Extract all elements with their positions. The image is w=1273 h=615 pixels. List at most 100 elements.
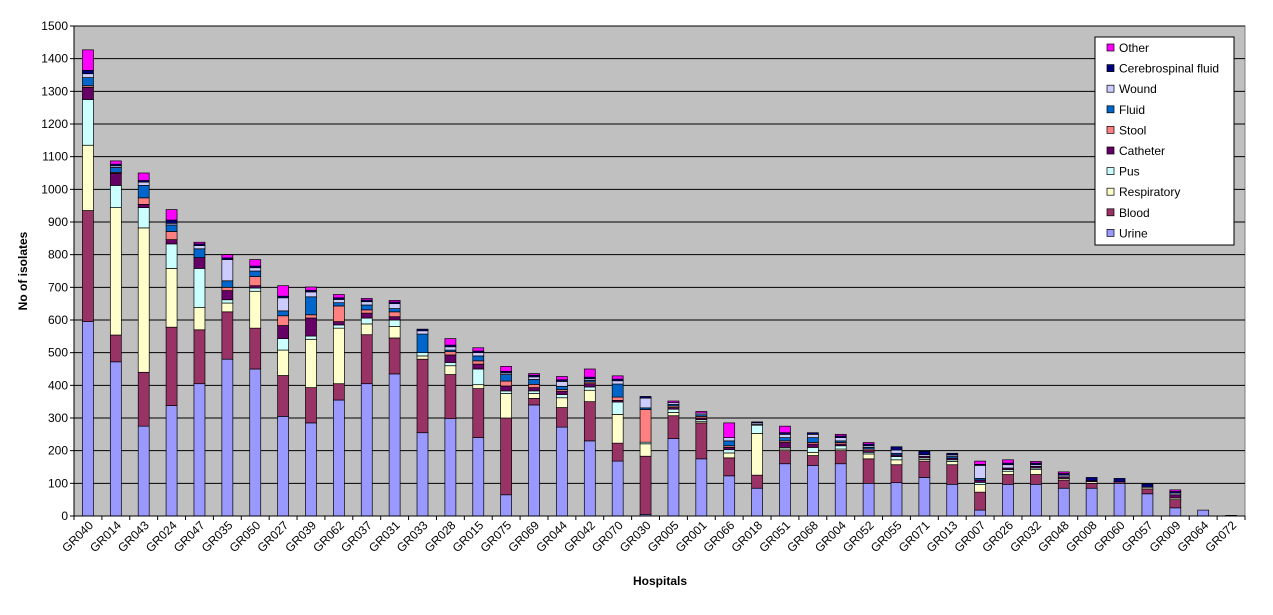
- bar-segment-GR044-blood: [556, 407, 568, 428]
- bar-segment-GR014-fluid: [109, 167, 122, 173]
- bar-segment-GR039-pus: [305, 335, 317, 340]
- bar-segment-GR033-fluid: [416, 333, 429, 354]
- bar-segment-GR042-other: [583, 368, 596, 378]
- bar-segment-GR055-blood: [890, 464, 903, 484]
- bar-segment-GR069-pus: [528, 390, 540, 394]
- bar-stack-GR035: [221, 254, 234, 517]
- bar-segment-GR033-cerebrospinal-fluid: [416, 328, 429, 332]
- bar-segment-GR028-wound: [444, 346, 457, 351]
- bar-stack-GR044: [556, 376, 568, 517]
- bar-segment-GR039-other: [305, 286, 317, 291]
- bar-segment-GR068-urine: [806, 465, 819, 517]
- bar-segment-GR047-other: [193, 241, 206, 245]
- bar-segment-GR075-catheter: [500, 385, 512, 392]
- bar-segment-GR062-other: [333, 294, 345, 299]
- bar-segment-GR024-blood: [165, 326, 178, 406]
- bar-segment-GR027-urine: [277, 416, 289, 517]
- legend-label-wound: Wound: [1119, 82, 1157, 96]
- bar-segment-GR027-fluid: [277, 310, 289, 317]
- bar-segment-GR062-wound: [333, 299, 345, 304]
- bar-segment-GR031-stool: [388, 311, 401, 318]
- bar-stack-GR030: [639, 396, 652, 517]
- bar-segment-GR068-blood: [806, 455, 819, 466]
- y-tick-label-1400: 1400: [41, 52, 68, 66]
- bar-segment-GR062-urine: [333, 399, 345, 517]
- bar-segment-GR069-stool: [528, 384, 540, 388]
- legend-label-cerebrospinal-fluid: Cerebrospinal fluid: [1119, 62, 1219, 76]
- bar-segment-GR039-stool: [305, 314, 317, 319]
- legend-swatch-stool: [1106, 126, 1115, 134]
- bar-segment-GR043-urine: [137, 425, 150, 517]
- legend-label-other: Other: [1119, 41, 1149, 55]
- legend-label-catheter: Catheter: [1119, 144, 1165, 158]
- bar-segment-GR062-catheter: [333, 321, 345, 326]
- bar-segment-GR042-pus: [583, 386, 596, 391]
- bar-segment-GR027-blood: [277, 375, 289, 417]
- bar-segment-GR042-urine: [583, 440, 596, 517]
- legend-label-pus: Pus: [1119, 165, 1140, 179]
- bar-segment-GR052-urine: [862, 482, 875, 517]
- bar-segment-GR040-catheter: [82, 87, 94, 100]
- x-tick-label-GR072: GR072: [1202, 518, 1239, 555]
- bar-segment-GR069-blood: [528, 398, 540, 406]
- bar-stack-GR008: [1085, 477, 1098, 517]
- bar-stack-GR013: [946, 452, 959, 517]
- bar-segment-GR031-catheter: [388, 316, 401, 321]
- bar-segment-GR015-urine: [472, 437, 485, 517]
- bar-stack-GR024: [165, 209, 178, 517]
- bar-segment-GR018-respiratory: [751, 433, 763, 476]
- bar-segment-GR044-other: [556, 376, 568, 381]
- bar-segment-GR043-respiratory: [137, 227, 150, 373]
- bar-segment-GR015-fluid: [472, 355, 485, 362]
- bar-segment-GR055-cerebrospinal-fluid: [890, 446, 903, 451]
- bar-segment-GR048-urine: [1057, 487, 1070, 517]
- bar-segment-GR048-blood: [1057, 479, 1070, 489]
- bar-segment-GR043-blood: [137, 371, 150, 427]
- bar-segment-GR040-blood: [82, 210, 94, 322]
- bar-segment-GR009-other: [1169, 489, 1182, 492]
- bar-segment-GR066-respiratory: [723, 452, 736, 459]
- bar-segment-GR030-cerebrospinal-fluid: [639, 396, 652, 399]
- y-tick-label-0: 0: [61, 509, 68, 523]
- bar-segment-GR033-wound: [416, 330, 429, 335]
- y-tick-label-1200: 1200: [41, 117, 68, 131]
- bar-segment-GR027-other: [277, 285, 289, 297]
- bar-stack-GR052: [862, 442, 875, 517]
- bar-segment-GR047-pus: [193, 268, 206, 308]
- bar-segment-GR033-urine: [416, 432, 429, 517]
- bar-segment-GR028-pus: [444, 362, 457, 367]
- bar-segment-GR007-urine: [974, 509, 986, 517]
- legend-label-respiratory: Respiratory: [1119, 185, 1180, 199]
- bar-segment-GR037-urine: [360, 383, 373, 517]
- bar-segment-GR028-blood: [444, 374, 457, 419]
- bar-segment-GR069-respiratory: [528, 393, 540, 399]
- bar-segment-GR037-fluid: [360, 304, 373, 311]
- bar-segment-GR005-urine: [667, 438, 680, 517]
- y-tick-label-800: 800: [48, 248, 68, 262]
- bar-stack-GR037: [360, 298, 373, 517]
- bar-stack-GR015: [472, 347, 485, 517]
- bar-stack-GR018: [751, 421, 763, 517]
- bar-segment-GR070-other: [611, 375, 624, 380]
- bar-segment-GR050-respiratory: [249, 290, 262, 329]
- bar-segment-GR050-wound: [249, 267, 262, 272]
- bar-segment-GR028-other: [444, 338, 457, 346]
- bar-segment-GR037-wound: [360, 301, 373, 306]
- bar-segment-GR050-stool: [249, 276, 262, 287]
- bar-segment-GR033-blood: [416, 358, 429, 434]
- bar-segment-GR066-wound: [723, 437, 736, 442]
- bar-segment-GR027-stool: [277, 315, 289, 326]
- bar-segment-GR035-urine: [221, 358, 234, 517]
- bar-segment-GR037-other: [360, 298, 373, 301]
- bar-segment-GR027-wound: [277, 297, 289, 312]
- bar-stack-GR042: [583, 368, 596, 517]
- bar-segment-GR075-stool: [500, 380, 512, 387]
- bar-segment-GR035-respiratory: [221, 302, 234, 313]
- bar-segment-GR042-respiratory: [583, 389, 596, 403]
- bar-segment-GR040-other: [82, 49, 94, 71]
- y-tick-label-900: 900: [48, 215, 68, 229]
- bar-segment-GR075-other: [500, 366, 512, 372]
- bar-segment-GR047-wound: [193, 245, 206, 250]
- bar-segment-GR039-blood: [305, 387, 317, 424]
- bar-stack-GR069: [528, 373, 540, 517]
